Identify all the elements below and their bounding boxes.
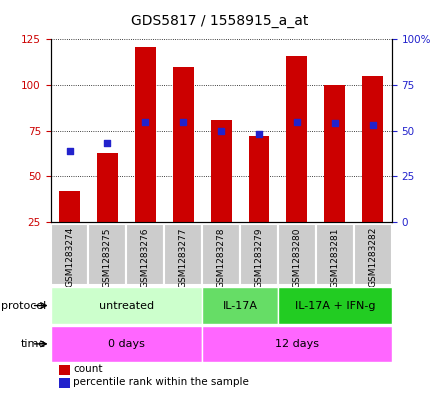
Bar: [278, 287, 392, 324]
Bar: [51, 326, 202, 362]
Text: time: time: [21, 339, 46, 349]
Bar: [164, 224, 202, 285]
Text: 0 days: 0 days: [108, 339, 145, 349]
Text: IL-17A + IFN-g: IL-17A + IFN-g: [294, 301, 375, 310]
Point: [331, 120, 338, 127]
Text: GDS5817 / 1558915_a_at: GDS5817 / 1558915_a_at: [131, 14, 309, 28]
Point: [66, 148, 73, 154]
Text: IL-17A: IL-17A: [223, 301, 257, 310]
Point: [218, 127, 225, 134]
Bar: [126, 224, 164, 285]
Bar: [286, 56, 307, 222]
Bar: [324, 85, 345, 222]
Text: GSM1283274: GSM1283274: [65, 227, 74, 287]
Bar: [316, 224, 354, 285]
Point: [180, 118, 187, 125]
Point: [104, 140, 111, 147]
Bar: [354, 224, 392, 285]
Text: untreated: untreated: [99, 301, 154, 310]
Text: GSM1283277: GSM1283277: [179, 227, 188, 288]
Text: 12 days: 12 days: [275, 339, 319, 349]
Bar: [240, 224, 278, 285]
Bar: [202, 287, 278, 324]
Bar: [202, 224, 240, 285]
Point: [369, 122, 376, 129]
Text: GSM1283278: GSM1283278: [216, 227, 226, 288]
Text: protocol: protocol: [1, 301, 46, 310]
Bar: [249, 136, 269, 222]
Bar: [135, 47, 156, 222]
Text: GSM1283281: GSM1283281: [330, 227, 339, 288]
Text: count: count: [73, 364, 103, 375]
Text: GSM1283279: GSM1283279: [254, 227, 264, 288]
Text: GSM1283276: GSM1283276: [141, 227, 150, 288]
Point: [256, 131, 263, 138]
Text: GSM1283280: GSM1283280: [292, 227, 301, 288]
Bar: [51, 287, 202, 324]
Bar: [278, 224, 316, 285]
Bar: [202, 326, 392, 362]
Point: [293, 118, 301, 125]
Bar: [51, 224, 88, 285]
Bar: [173, 67, 194, 222]
Text: percentile rank within the sample: percentile rank within the sample: [73, 377, 249, 387]
Bar: [88, 224, 126, 285]
Bar: [362, 76, 383, 222]
Bar: [59, 191, 80, 222]
Point: [142, 118, 149, 125]
Text: GSM1283282: GSM1283282: [368, 227, 377, 287]
Bar: [211, 120, 231, 222]
Text: GSM1283275: GSM1283275: [103, 227, 112, 288]
Bar: [97, 152, 118, 222]
